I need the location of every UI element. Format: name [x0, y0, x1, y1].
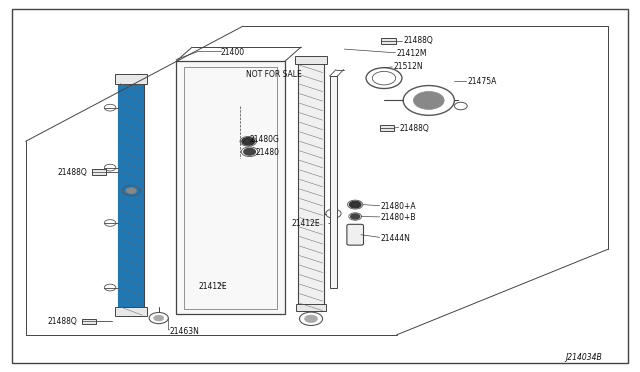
Bar — [184, 67, 277, 309]
Text: 21488Q: 21488Q — [48, 317, 77, 326]
Bar — [115, 307, 147, 316]
Circle shape — [349, 201, 361, 208]
Text: 21475A: 21475A — [467, 77, 497, 86]
Bar — [380, 125, 394, 131]
Text: 21488Q: 21488Q — [403, 36, 433, 45]
Text: 21412M: 21412M — [397, 49, 428, 58]
Text: 21480G: 21480G — [250, 135, 280, 144]
Circle shape — [305, 315, 317, 323]
Text: NOT FOR SALE: NOT FOR SALE — [246, 70, 302, 79]
Circle shape — [154, 315, 164, 321]
Bar — [118, 80, 144, 311]
Text: 21444N: 21444N — [381, 234, 411, 243]
Text: 21480+A: 21480+A — [381, 202, 417, 211]
Circle shape — [351, 214, 360, 219]
Text: 21488Q: 21488Q — [58, 169, 87, 177]
Text: 21412E: 21412E — [291, 219, 320, 228]
FancyBboxPatch shape — [347, 224, 364, 245]
Bar — [298, 61, 324, 307]
Circle shape — [242, 138, 255, 145]
Bar — [295, 56, 327, 64]
Bar — [176, 61, 285, 314]
Bar — [296, 304, 326, 311]
Bar — [92, 170, 106, 175]
Text: 21480: 21480 — [256, 148, 280, 157]
Text: 21463N: 21463N — [170, 327, 200, 336]
Text: J214034B: J214034B — [565, 353, 602, 362]
Circle shape — [126, 188, 136, 194]
Bar — [118, 80, 144, 311]
Text: 21488Q: 21488Q — [400, 124, 429, 133]
Bar — [330, 76, 337, 288]
Circle shape — [413, 92, 444, 109]
Bar — [381, 38, 396, 44]
Text: 21400: 21400 — [221, 48, 245, 57]
Text: 21412E: 21412E — [198, 282, 227, 291]
Text: 21480+B: 21480+B — [381, 213, 416, 222]
Bar — [82, 319, 96, 324]
Bar — [115, 74, 147, 84]
Text: 21512N: 21512N — [394, 62, 423, 71]
Circle shape — [244, 148, 255, 155]
